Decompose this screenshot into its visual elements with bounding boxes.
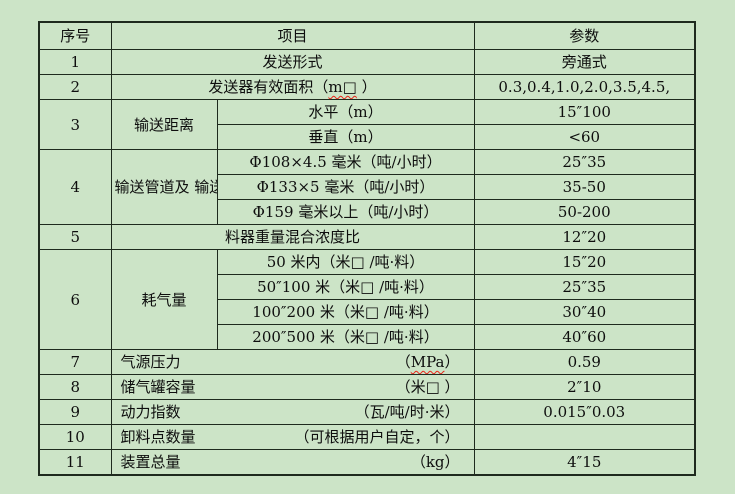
sub-item-cell: 50″100 米（米□ /吨·料） [216, 274, 475, 300]
seq-cell: 1 [38, 49, 112, 75]
seq-cell: 7 [38, 349, 112, 375]
header-param: 参数 [473, 21, 696, 50]
item-label: 卸料点数量 [120, 428, 196, 446]
sub-item-cell: 200″500 米（米□ /吨·料） [216, 324, 475, 350]
item-cell: 发送器有效面积（m□ ） [110, 74, 475, 100]
unit-label: （瓦/吨/时·米） [354, 403, 460, 421]
item-label: 装置总量 [120, 453, 181, 471]
param-cell: 50-200 [473, 199, 696, 225]
sub-item-cell: 水平（m） [216, 99, 475, 125]
group-label-cell: 输送距离 [110, 99, 218, 150]
param-cell: 0.015″0.03 [473, 399, 696, 425]
table-row: 3 输送距离 水平（m） 15″100 [38, 99, 696, 150]
item-label: 储气罐容量 [120, 378, 196, 396]
seq-cell: 2 [38, 74, 112, 100]
spellcheck-squiggle: m□ [328, 78, 357, 96]
header-seq: 序号 [38, 21, 112, 50]
param-cell: 2″10 [473, 374, 696, 400]
param-cell: 30″40 [473, 299, 696, 325]
table-row: 7 气源压力 （MPa） 0.59 [38, 349, 696, 375]
item-label: 动力指数 [120, 403, 181, 421]
table-row: 2 发送器有效面积（m□ ） 0.3,0.4,1.0,2.0,3.5,4.5, [38, 74, 696, 100]
table-row: 200″500 米（米□ /吨·料） 40″60 [39, 324, 696, 350]
seq-cell: 4 [38, 149, 112, 225]
param-cell [473, 424, 696, 450]
seq-cell: 5 [38, 224, 112, 250]
param-cell: 40″60 [473, 324, 696, 350]
table-row: 50″100 米（米□ /吨·料） 25″35 [39, 274, 696, 300]
param-cell: 15″20 [473, 249, 696, 275]
sub-item-cell: 100″200 米（米□ /吨·料） [216, 299, 475, 325]
spellcheck-squiggle: MPa [410, 353, 445, 371]
sub-item-cell: Φ159 毫米以上（吨/小时） [216, 199, 475, 225]
item-cell: 储气罐容量 （米□ ） [110, 374, 475, 400]
param-cell: 0.59 [473, 349, 696, 375]
table-row: 1 发送形式 旁通式 [38, 49, 696, 75]
sub-item-cell: 50 米内（米□ /吨·料） [216, 249, 475, 275]
sub-item-cell: 垂直（m） [216, 124, 475, 150]
seq-cell: 3 [38, 99, 112, 150]
seq-cell: 11 [38, 449, 112, 476]
seq-cell: 10 [38, 424, 112, 450]
table-row: 100″200 米（米□ /吨·料） 30″40 [39, 299, 696, 325]
item-cell: 卸料点数量 （可根据用户自定，个） [110, 424, 475, 450]
param-cell: <60 [473, 124, 696, 150]
seq-cell: 8 [38, 374, 112, 400]
table-row: 10 卸料点数量 （可根据用户自定，个） [38, 424, 696, 450]
group-label-cell: 耗气量 [110, 249, 218, 350]
item-cell: 料器重量混合浓度比 [110, 224, 475, 250]
spec-table: 序号 项目 参数 1 发送形式 旁通式 2 发送器有效面积（m□ ） 0.3,0… [38, 21, 697, 476]
param-cell: 15″100 [473, 99, 696, 125]
table-row: 9 动力指数 （瓦/吨/时·米） 0.015″0.03 [38, 399, 696, 425]
unit-label: （可根据用户自定，个） [294, 428, 460, 446]
unit-label: （kg） [410, 453, 460, 471]
item-label: 气源压力 [120, 353, 181, 371]
unit-label: （MPa） [395, 353, 460, 371]
seq-cell: 6 [38, 249, 112, 350]
table-row: Φ159 毫米以上（吨/小时） 50-200 [39, 199, 696, 225]
param-cell: 25″35 [473, 149, 696, 175]
table-row: 4 输送管道及 输送量（无 缝钢管） Φ108×4.5 毫米（吨/小时） 25″… [38, 149, 696, 225]
param-cell: 35-50 [473, 174, 696, 200]
unit-label: （米□ ） [395, 378, 460, 396]
item-cell: 装置总量 （kg） [110, 449, 475, 476]
table-row: 11 装置总量 （kg） 4″15 [38, 449, 696, 476]
header-row: 序号 项目 参数 [38, 21, 696, 50]
table-row: Φ133×5 毫米（吨/小时） 35-50 [39, 174, 696, 200]
seq-cell: 9 [38, 399, 112, 425]
sub-item-cell: Φ133×5 毫米（吨/小时） [216, 174, 475, 200]
item-cell: 发送形式 [110, 49, 475, 75]
item-cell: 气源压力 （MPa） [110, 349, 475, 375]
param-cell: 12″20 [473, 224, 696, 250]
param-cell: 4″15 [473, 449, 696, 476]
param-cell: 25″35 [473, 274, 696, 300]
param-cell: 0.3,0.4,1.0,2.0,3.5,4.5, [473, 74, 696, 100]
item-cell: 动力指数 （瓦/吨/时·米） [110, 399, 475, 425]
table-row: 5 料器重量混合浓度比 12″20 [38, 224, 696, 250]
param-cell: 旁通式 [473, 49, 696, 75]
table-row: 垂直（m） <60 [39, 124, 696, 150]
sub-item-cell: Φ108×4.5 毫米（吨/小时） [216, 149, 475, 175]
header-item: 项目 [110, 21, 475, 50]
item-label: ） [356, 78, 377, 96]
table-row: 6 耗气量 50 米内（米□ /吨·料） 15″20 [38, 249, 696, 350]
table-row: 8 储气罐容量 （米□ ） 2″10 [38, 374, 696, 400]
item-label: 发送器有效面积（ [208, 78, 329, 96]
group-label-cell: 输送管道及 输送量（无 缝钢管） [110, 149, 218, 225]
